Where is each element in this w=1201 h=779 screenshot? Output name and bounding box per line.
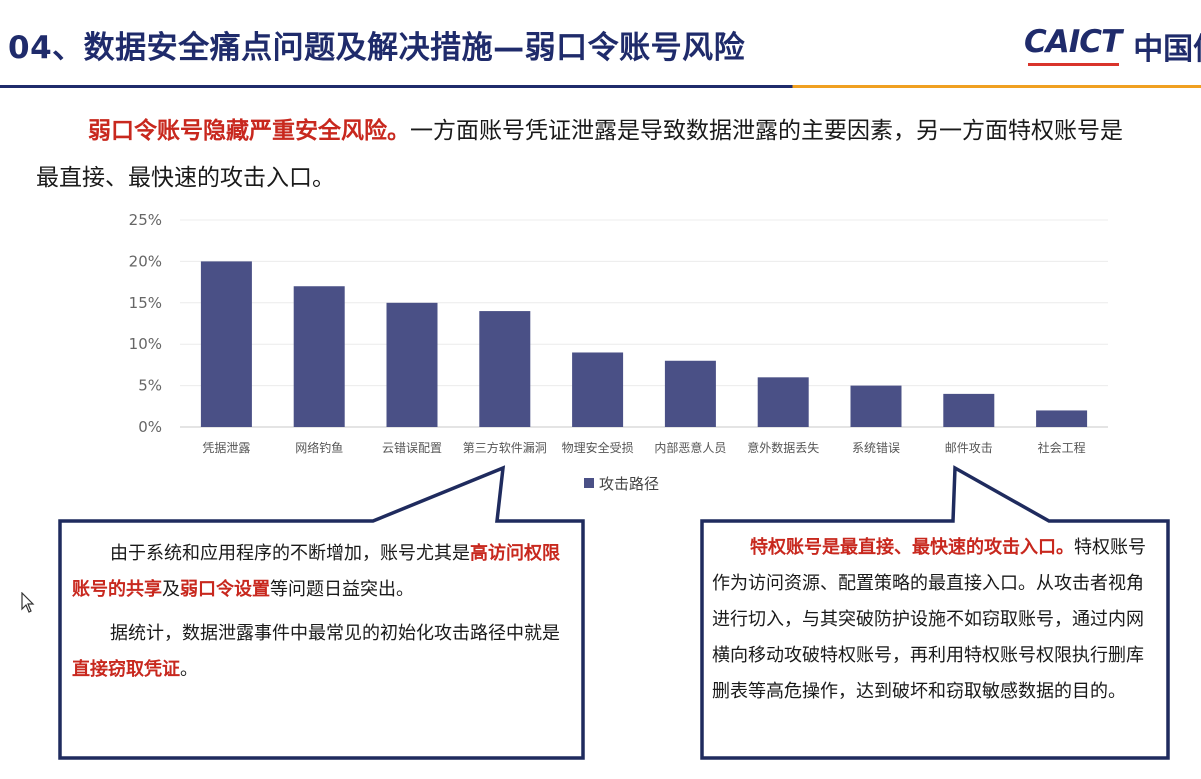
y-tick-label: 25% [129,211,162,229]
y-tick-label: 20% [129,252,162,270]
callout-left-box [58,465,585,760]
caict-logo: CAICT 中国信 [1024,24,1201,67]
chart-legend: 攻击路径 [584,475,659,493]
callout-left-red2: 弱口令设置 [180,579,270,600]
bar [757,377,809,427]
slide-header: 04、数据安全痛点问题及解决措施—弱口令账号风险 CAICT 中国信 [0,0,1201,80]
callout-left-p2b: 。 [180,659,198,680]
callout-right-box [700,465,1170,760]
legend-label: 攻击路径 [599,475,659,493]
callout-right-red: 特权账号是最直接、最快速的攻击入口。 [750,537,1074,558]
x-category-label: 网络钓鱼 [295,440,343,455]
bar [850,385,902,427]
logo-chinese-text: 中国信 [1133,32,1201,67]
x-category-label: 意外数据丢失 [747,440,819,455]
bar [943,393,995,427]
intro-line2: 最直接、最快速的攻击入口。 [36,165,335,191]
x-category-label: 云错误配置 [382,441,442,455]
slide-title: 04、数据安全痛点问题及解决措施—弱口令账号风险 [8,30,746,66]
legend-swatch [584,478,594,488]
x-category-label: 系统错误 [852,441,900,455]
logo-word: CAICT [1024,24,1122,66]
x-category-label: 凭据泄露 [202,440,250,455]
intro-line1: 一方面账号凭证泄露是导致数据泄露的主要因素，另一方面特权账号是 [410,118,1123,144]
bar [293,286,345,427]
bar [1036,410,1088,427]
y-tick-label: 0% [138,418,162,436]
chart-x-labels: 凭据泄露 网络钓鱼 云错误配置 第三方软件漏洞 物理安全受损 内部恶意人员 意外数据丢失 系统… [202,440,1085,455]
callout-right-body: 特权账号作为访问资源、配置策略的最直接入口。从攻击者视角进行切入，与其突破防护设… [712,537,1146,702]
callout-left-p1c: 等问题日益突出。 [270,579,414,600]
callout-left-red1: 高访问权限账号的共享 [72,543,560,600]
chart-y-ticks: 0% 5% 10% 15% 20% 25% [129,211,162,436]
y-tick-label: 15% [129,294,162,312]
bar [572,352,624,427]
mouse-pointer-icon [21,592,35,613]
y-tick-label: 5% [138,377,162,395]
bar [664,360,716,427]
callout-left-text: 由于系统和应用程序的不断增加，账号尤其是高访问权限账号的共享及弱口令设置等问题日… [72,536,577,688]
x-category-label: 内部恶意人员 [654,440,726,455]
callout-right-text: 特权账号是最直接、最快速的攻击入口。特权账号作为访问资源、配置策略的最直接入口。… [712,530,1157,710]
chart-bars [200,261,1088,427]
intro-paragraph: 弱口令账号隐藏严重安全风险。一方面账号凭证泄露是导致数据泄露的主要因素，另一方面… [36,108,1201,202]
bar [200,261,252,427]
intro-highlight: 弱口令账号隐藏严重安全风险。 [88,118,410,144]
callout-left-p2a: 据统计，数据泄露事件中最常见的初始化攻击路径中就是 [110,623,560,644]
x-category-label: 社会工程 [1038,440,1086,455]
y-tick-label: 10% [129,335,162,353]
callout-left-red3: 直接窃取凭证 [72,659,180,680]
x-category-label: 第三方软件漏洞 [463,440,547,455]
callout-left-p1b: 及 [162,579,180,600]
x-category-label: 邮件攻击 [945,441,993,455]
callout-left-p1a: 由于系统和应用程序的不断增加，账号尤其是 [110,543,470,564]
bar [479,311,531,427]
bar [386,302,438,427]
x-category-label: 物理安全受损 [562,440,634,455]
header-divider [0,85,1201,88]
